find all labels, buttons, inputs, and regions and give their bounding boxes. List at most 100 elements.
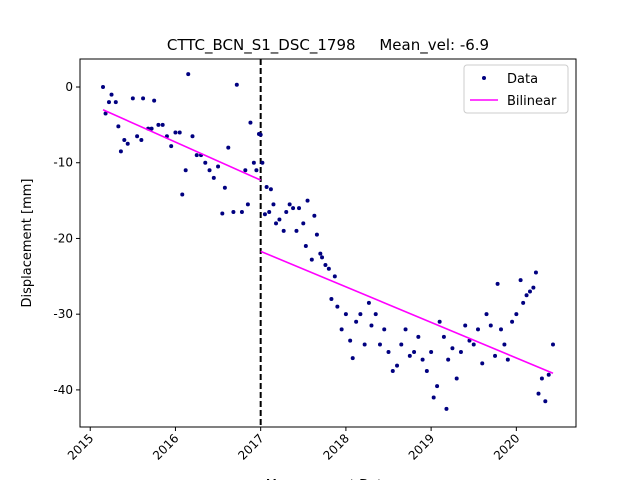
data-point <box>495 281 500 286</box>
data-point <box>533 270 538 275</box>
data-point <box>362 342 367 347</box>
data-point <box>369 323 374 328</box>
data-point <box>251 160 256 165</box>
data-point <box>222 185 227 190</box>
data-point <box>403 327 408 332</box>
data-point <box>291 206 296 211</box>
data-point <box>113 100 118 105</box>
data-point <box>382 327 387 332</box>
data-point <box>463 323 468 328</box>
data-point <box>358 312 363 317</box>
data-point <box>471 342 476 347</box>
data-point <box>510 319 515 324</box>
data-point <box>424 368 429 373</box>
data-point <box>109 92 114 97</box>
data-point <box>231 209 236 214</box>
y-tick-label: -40 <box>53 383 73 397</box>
data-point <box>550 342 555 347</box>
data-point <box>190 134 195 139</box>
data-point <box>160 122 165 127</box>
data-point <box>141 96 146 101</box>
data-point <box>139 138 144 143</box>
data-point <box>301 221 306 226</box>
data-point <box>493 353 498 358</box>
data-point <box>277 217 282 222</box>
data-point <box>169 144 174 149</box>
y-tick-label: -20 <box>53 231 73 245</box>
data-point <box>446 357 451 362</box>
data-point <box>450 346 455 351</box>
data-point <box>546 372 551 377</box>
data-point <box>429 350 434 355</box>
data-point <box>431 395 436 400</box>
data-point <box>444 406 449 411</box>
data-point <box>335 304 340 309</box>
data-point <box>267 209 272 214</box>
data-point <box>297 206 302 211</box>
data-point <box>284 209 289 214</box>
data-point <box>177 130 182 135</box>
data-point <box>332 274 337 279</box>
data-point <box>226 145 231 150</box>
data-point <box>326 266 331 271</box>
plot-area <box>101 59 555 427</box>
data-point <box>258 132 263 137</box>
data-point <box>329 297 334 302</box>
data-point <box>152 98 157 103</box>
data-point <box>390 368 395 373</box>
data-point <box>260 160 265 165</box>
data-point <box>386 350 391 355</box>
data-point <box>239 209 244 214</box>
data-point <box>103 111 108 116</box>
data-point <box>173 130 178 135</box>
y-tick-label: 0 <box>65 80 73 94</box>
legend-label: Bilinear <box>507 94 557 109</box>
data-point <box>294 228 299 233</box>
data-point <box>281 228 286 233</box>
chart-title: CTTC_BCN_S1_DSC_1798 Mean_vel: -6.9 <box>167 36 489 55</box>
data-point <box>122 138 127 143</box>
data-point <box>320 255 325 260</box>
data-point <box>287 202 292 207</box>
data-point <box>420 357 425 362</box>
data-point <box>395 363 400 368</box>
data-point <box>268 187 273 192</box>
data-point <box>130 96 135 101</box>
data-point <box>312 213 317 218</box>
data-point <box>488 323 493 328</box>
data-point <box>399 342 404 347</box>
data-point <box>514 312 519 317</box>
data-point <box>539 376 544 381</box>
legend-label: Data <box>507 72 538 87</box>
data-point <box>348 338 353 343</box>
data-point <box>207 168 212 173</box>
data-point <box>441 334 446 339</box>
data-point <box>234 82 239 87</box>
data-point <box>318 251 323 256</box>
data-point <box>106 100 111 105</box>
data-point <box>521 300 526 305</box>
data-point <box>116 124 121 129</box>
data-point <box>416 334 421 339</box>
data-point <box>303 244 308 249</box>
data-point <box>339 327 344 332</box>
data-point <box>373 312 378 317</box>
data-point <box>536 391 541 396</box>
data-point <box>505 357 510 362</box>
data-point <box>412 350 417 355</box>
data-point <box>343 312 348 317</box>
data-point <box>183 168 188 173</box>
data-point <box>323 262 328 267</box>
data-point <box>203 160 208 165</box>
data-point <box>377 342 382 347</box>
data-point <box>499 327 504 332</box>
data-point <box>454 376 459 381</box>
data-point <box>149 126 154 131</box>
data-point <box>484 312 489 317</box>
data-point <box>527 289 532 294</box>
data-point <box>101 85 106 90</box>
data-point <box>475 327 480 332</box>
legend-box <box>463 64 569 114</box>
y-tick-label: -10 <box>53 156 73 170</box>
data-point <box>135 134 140 139</box>
